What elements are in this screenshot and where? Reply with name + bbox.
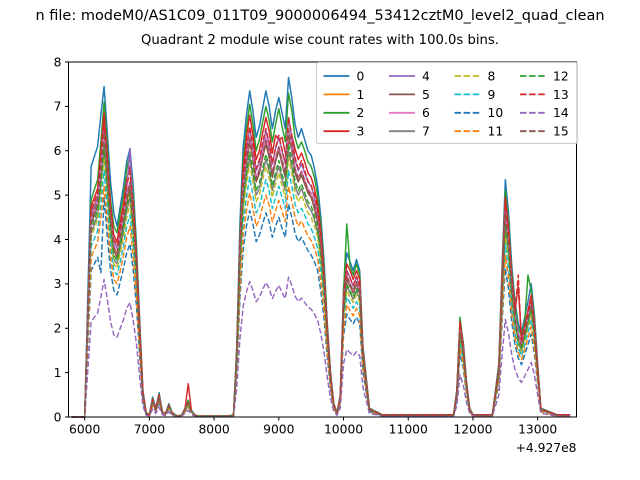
ytick-label: 6 (54, 144, 62, 158)
xtick-label: 11000 (389, 423, 428, 437)
legend-frame (316, 62, 578, 144)
legend-label-0[interactable]: 0 (357, 69, 365, 83)
data-line-module-6 (71, 127, 571, 418)
x-axis-offset-label: +4.927e8 (516, 441, 577, 455)
legend-label-15[interactable]: 15 (553, 125, 569, 139)
ytick-label: 1 (54, 366, 62, 380)
legend-label-10[interactable]: 10 (488, 106, 504, 120)
legend-label-14[interactable]: 14 (553, 106, 569, 120)
legend-label-13[interactable]: 13 (553, 88, 569, 102)
data-line-module-12 (71, 143, 571, 418)
xtick-label: 9000 (263, 423, 294, 437)
ytick-label: 5 (54, 188, 62, 202)
xtick-label: 7000 (134, 423, 165, 437)
ytick-label: 4 (54, 233, 62, 247)
legend-label-5[interactable]: 5 (422, 88, 430, 102)
data-line-module-14 (71, 276, 571, 418)
xtick-label: 8000 (198, 423, 229, 437)
ytick-label: 3 (54, 277, 62, 291)
xtick-label: 13000 (518, 423, 557, 437)
legend-label-7[interactable]: 7 (422, 125, 430, 139)
legend-label-9[interactable]: 9 (488, 88, 496, 102)
legend-label-3[interactable]: 3 (357, 125, 365, 139)
tick-labels-group: 6000 7000 8000 9000 10000 11000 12000 13000+4.9… (54, 55, 577, 455)
data-line-module-15 (71, 129, 571, 418)
legend-label-6[interactable]: 6 (422, 106, 430, 120)
legend-label-2[interactable]: 2 (357, 106, 365, 120)
xtick-label: 12000 (453, 423, 492, 437)
ytick-label: 0 (54, 410, 62, 424)
legend-label-1[interactable]: 1 (357, 88, 365, 102)
ytick-label: 8 (54, 55, 62, 69)
xtick-label: 6000 (69, 423, 100, 437)
legend-label-12[interactable]: 12 (553, 69, 569, 83)
ytick-label: 7 (54, 100, 62, 114)
axes-title: Quadrant 2 module wise count rates with … (141, 33, 499, 48)
xtick-label: 10000 (324, 423, 363, 437)
data-lines-group (71, 76, 571, 418)
legend-label-11[interactable]: 11 (488, 125, 504, 139)
data-line-module-1 (71, 130, 571, 418)
ytick-label: 2 (54, 322, 62, 336)
figure-suptitle: n file: modeM0/AS1C09_011T09_9000006494_… (35, 8, 605, 24)
legend-label-4[interactable]: 4 (422, 69, 430, 83)
legend-label-8[interactable]: 8 (488, 69, 496, 83)
